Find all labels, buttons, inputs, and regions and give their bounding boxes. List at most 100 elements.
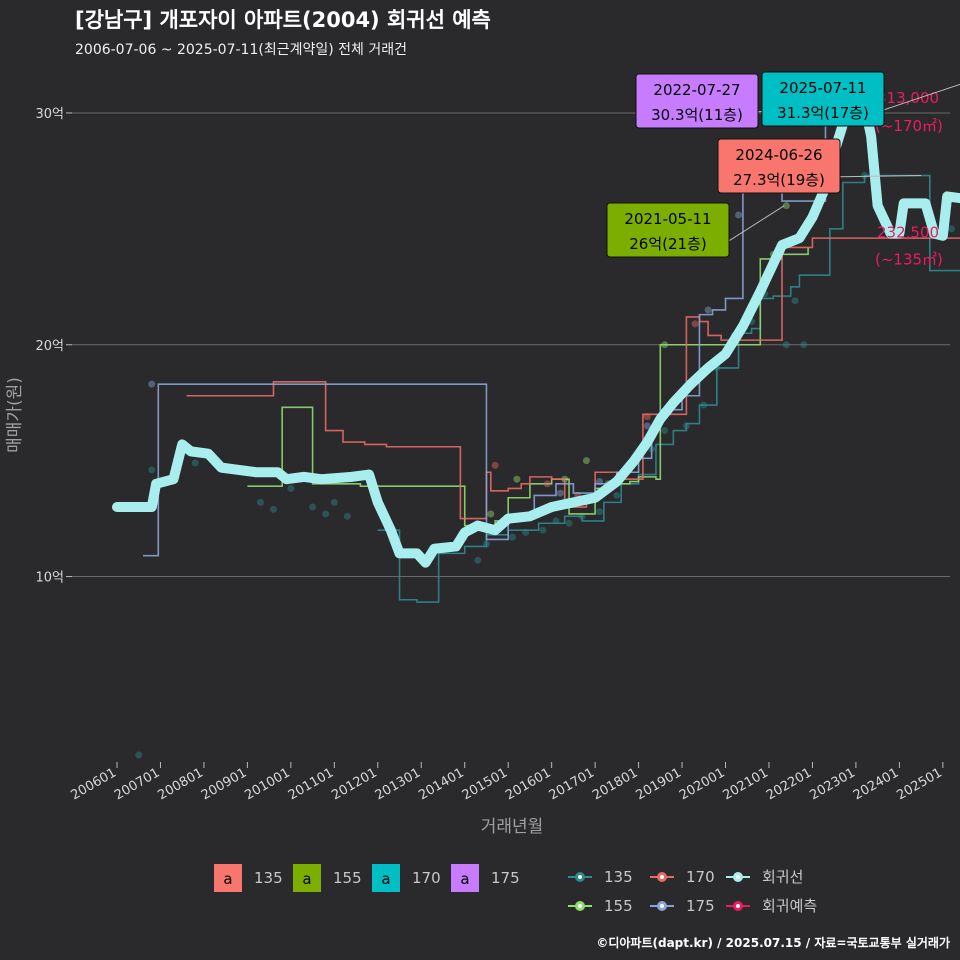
series-line-155 xyxy=(247,247,809,531)
data-point xyxy=(556,489,564,497)
legend-label: 회귀선 xyxy=(762,868,803,886)
data-point xyxy=(491,461,499,469)
x-tick-label: 200801 xyxy=(155,765,205,803)
legend-label: 175 xyxy=(491,869,520,887)
data-point xyxy=(343,512,351,520)
series-170 xyxy=(186,237,960,520)
x-tick-label: 200601 xyxy=(69,765,119,803)
legend-area-155: a 155 xyxy=(293,864,362,892)
data-point xyxy=(513,475,521,483)
data-point xyxy=(613,491,621,499)
forecast-sublabel: (~135㎡) xyxy=(875,250,943,268)
legend-line-회귀예측: 회귀예측 xyxy=(726,897,817,915)
data-point xyxy=(691,320,699,328)
legend-area-135: a 135 xyxy=(214,864,283,892)
series-line-170 xyxy=(186,237,960,520)
annotation-2021-05-11: 2021-05-11 26억(21층) xyxy=(606,202,785,258)
data-point xyxy=(800,341,808,349)
legend-area-170: a 170 xyxy=(372,864,441,892)
x-tick-label: 201801 xyxy=(590,765,640,803)
legend-glyph: a xyxy=(223,870,232,888)
data-point xyxy=(148,466,156,474)
regression-layer xyxy=(112,80,960,568)
x-tick-label: 202301 xyxy=(807,765,857,803)
data-point xyxy=(539,526,547,534)
x-tick-label: 200701 xyxy=(112,765,162,803)
annotation-2025-07-11: 2025-07-11 31.3억(17층) xyxy=(761,71,960,127)
x-tick-label: 200901 xyxy=(199,765,249,803)
series-135 xyxy=(135,172,960,759)
annotation-2024-06-26: 2024-06-26 27.3억(19층) xyxy=(717,138,922,194)
x-tick-label: 201001 xyxy=(242,765,292,803)
series-155 xyxy=(247,202,809,531)
x-tick-label: 201501 xyxy=(460,765,510,803)
annotation-2022-07-27: 2022-07-27 30.3억(11층) xyxy=(635,73,837,129)
data-point xyxy=(782,202,790,210)
data-point xyxy=(661,341,669,349)
annotation-price: 31.3억(17층) xyxy=(777,104,869,122)
annotation-date: 2021-05-11 xyxy=(624,210,711,228)
data-point xyxy=(287,484,295,492)
annotation-date: 2024-06-26 xyxy=(735,146,822,164)
legend-glyph: a xyxy=(381,870,390,888)
y-tick-label: 20억 xyxy=(35,339,64,354)
data-point xyxy=(552,517,560,525)
x-tick-label: 201601 xyxy=(503,765,553,803)
data-point xyxy=(482,540,490,548)
annotation-box xyxy=(635,73,759,129)
y-axis-title: 매매가(원) xyxy=(5,377,25,453)
legend-label: 170 xyxy=(412,869,441,887)
x-tick-label: 202001 xyxy=(677,765,727,803)
annotation-date: 2025-07-11 xyxy=(779,79,866,97)
legend-swatch xyxy=(451,864,479,892)
data-point xyxy=(269,505,277,513)
legend-label: 170 xyxy=(686,868,715,886)
x-tick-label: 201701 xyxy=(547,765,597,803)
annotation-leader xyxy=(883,83,960,111)
chart-title: [강남구] 개포자이 아파트(2004) 회귀선 예측 xyxy=(75,8,491,32)
x-tick-label: 201101 xyxy=(286,765,336,803)
data-point xyxy=(643,413,651,421)
data-point xyxy=(595,478,603,486)
data-point xyxy=(135,751,143,759)
chart-subtitle: 2006-07-06 ~ 2025-07-11(최근계약일) 전체 거래건 xyxy=(75,42,407,58)
annotation-date: 2022-07-27 xyxy=(653,81,740,99)
data-point xyxy=(309,503,317,511)
x-tick-label: 201401 xyxy=(416,765,466,803)
legend-point-core xyxy=(660,875,664,879)
y-axis: 10억 20억 30억 xyxy=(35,107,72,586)
x-tick-label: 201201 xyxy=(329,765,379,803)
x-tick-label: 202401 xyxy=(851,765,901,803)
legend-point-core xyxy=(660,904,664,908)
legend: a 135 a 155 a 170 a 175 135 170 회귀선 155 175 회귀예측 xyxy=(214,864,817,915)
source-caption: ©디아파트(dapt.kr) / 2025.07.15 / 자료=국토교통부 실… xyxy=(596,936,950,950)
data-point xyxy=(543,480,551,488)
data-point xyxy=(565,519,573,527)
data-point xyxy=(191,459,199,467)
legend-label: 135 xyxy=(254,869,283,887)
x-tick-label: 202501 xyxy=(894,765,944,803)
annotation-price: 27.3억(19층) xyxy=(733,171,825,189)
annotation-leader xyxy=(728,205,785,242)
data-point xyxy=(474,556,482,564)
x-tick-label: 201901 xyxy=(634,765,684,803)
series-line-135 xyxy=(377,174,960,603)
legend-label: 175 xyxy=(686,897,715,915)
data-point xyxy=(791,297,799,305)
x-tick-label: 202201 xyxy=(764,765,814,803)
data-point xyxy=(487,510,495,518)
legend-label: 155 xyxy=(604,897,633,915)
data-point xyxy=(735,211,743,219)
data-point xyxy=(582,457,590,465)
y-tick-label: 10억 xyxy=(35,571,64,586)
annotation-box xyxy=(717,138,841,194)
data-point xyxy=(861,172,869,180)
legend-line-회귀선: 회귀선 xyxy=(726,868,803,886)
regression-line xyxy=(112,80,960,568)
series-layer xyxy=(135,102,960,759)
data-point xyxy=(948,225,956,233)
legend-line-135: 135 xyxy=(568,868,633,886)
annotation-price: 26억(21층) xyxy=(629,235,706,253)
data-point xyxy=(522,529,530,537)
